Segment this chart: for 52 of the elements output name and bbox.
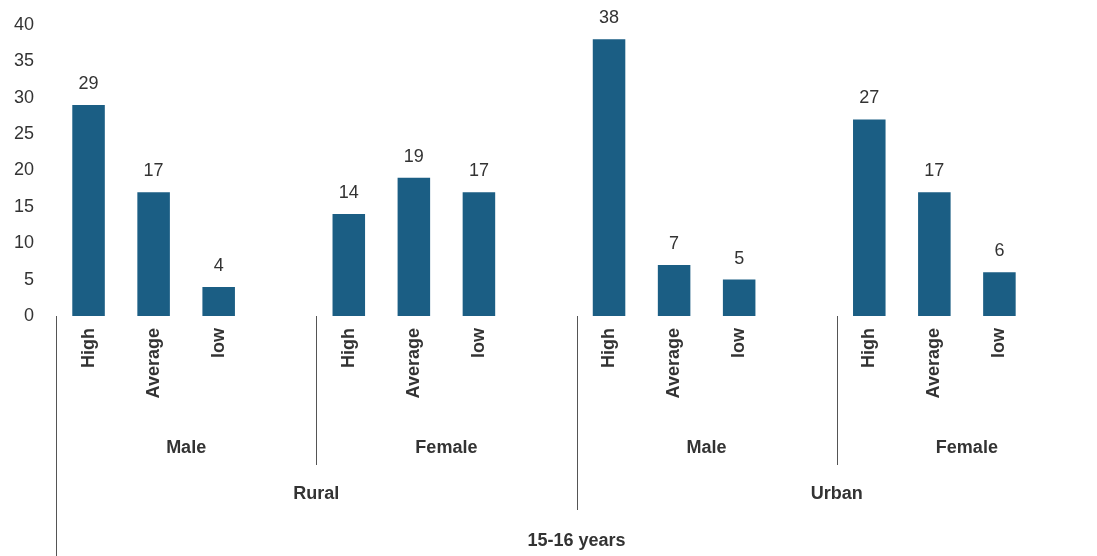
data-label: 27 (859, 87, 880, 108)
bar (853, 119, 886, 316)
x-tick-label: low (988, 327, 1009, 358)
y-tick-label: 20 (13, 159, 35, 180)
bar (332, 214, 366, 316)
data-label: 17 (924, 160, 945, 181)
data-label: 19 (403, 145, 424, 166)
bar (397, 177, 431, 316)
bar (72, 104, 105, 316)
data-label: 29 (78, 72, 99, 93)
data-label: 4 (213, 254, 224, 275)
y-tick-label: 15 (13, 195, 35, 216)
y-tick-label: 35 (13, 50, 35, 71)
y-tick-label: 5 (24, 268, 35, 289)
text: Female (415, 436, 478, 457)
x-tick-label: low (467, 327, 488, 358)
data-label: 38 (599, 7, 620, 28)
y-tick-label: 10 (13, 232, 35, 253)
text: Male (686, 436, 727, 457)
text: Rural (293, 482, 340, 503)
bar (983, 272, 1016, 316)
x-tick-label: High (598, 328, 619, 368)
x-tick-label: High (77, 328, 98, 368)
x-tick-label: low (207, 327, 228, 358)
x-tick-label: High (337, 328, 358, 368)
data-label: 5 (734, 247, 745, 268)
y-tick-label: 40 (13, 13, 35, 34)
data-label: 14 (338, 182, 359, 203)
x-tick-label: low (728, 327, 749, 358)
x-tick-label: Average (402, 328, 423, 399)
y-tick-label: 30 (13, 86, 35, 107)
bar (918, 192, 951, 316)
y-tick-label: 0 (24, 304, 35, 325)
bar (462, 192, 496, 316)
bar (657, 265, 691, 316)
x-tick-label: High (858, 328, 879, 368)
bar (137, 192, 170, 316)
text: Urban (810, 482, 863, 503)
data-label: 7 (669, 233, 680, 254)
x-tick-label: Average (663, 328, 684, 399)
data-label: 17 (468, 160, 489, 181)
text: Female (935, 436, 998, 457)
text: 15-16 years (527, 529, 626, 550)
bar (592, 39, 626, 316)
x-tick-label: Average (142, 328, 163, 399)
data-label: 6 (994, 240, 1005, 261)
y-tick-label: 25 (13, 122, 35, 143)
text: Male (166, 436, 207, 457)
bar (202, 286, 235, 316)
x-tick-label: Average (923, 328, 944, 399)
bar (722, 279, 756, 316)
data-label: 17 (143, 160, 164, 181)
